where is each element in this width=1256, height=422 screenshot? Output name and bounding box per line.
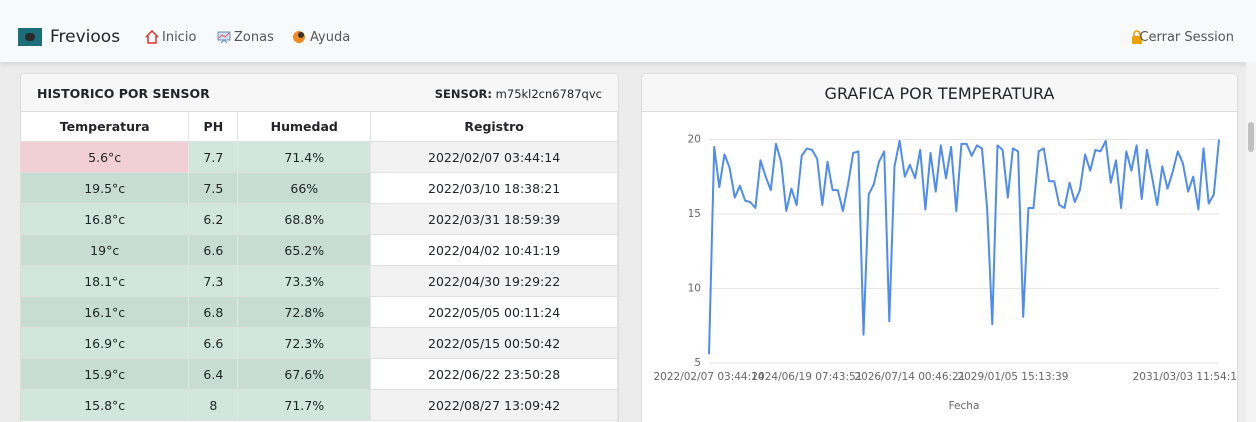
table-cell: 6.2 bbox=[188, 203, 239, 235]
logout-link[interactable]: Cerrar Session bbox=[1139, 30, 1234, 45]
table-cell: 15.8°c bbox=[21, 389, 190, 421]
x-tick-label: 2031/03/03 11:54:15 bbox=[1133, 371, 1238, 383]
header-row: Temperatura PH Humedad Registro bbox=[21, 112, 618, 142]
x-tick-label: 2024/06/19 07:43:51 bbox=[751, 371, 862, 383]
data-line bbox=[708, 139, 1220, 355]
table-cell: 2022/04/02 10:41:19 bbox=[370, 234, 618, 266]
x-tick-label: 2022/02/07 03:44:14 bbox=[653, 371, 764, 383]
table-cell: 2022/05/05 00:11:24 bbox=[370, 296, 618, 328]
table-cell: 2022/05/15 00:50:42 bbox=[370, 327, 618, 359]
column-header: Temperatura bbox=[21, 112, 190, 142]
table-cell: 73.3% bbox=[237, 265, 372, 297]
table-cell: 2022/03/31 18:59:39 bbox=[370, 203, 618, 235]
table-cell: 71.7% bbox=[237, 389, 372, 421]
card-header: HISTORICO POR SENSOR SENSOR: m75kl2cn678… bbox=[21, 74, 618, 112]
table-cell: 18.1°c bbox=[21, 265, 190, 297]
table-cell: 2022/08/27 13:09:42 bbox=[370, 389, 618, 421]
y-tick-label: 15 bbox=[688, 208, 701, 220]
brand[interactable]: Frevioos bbox=[50, 27, 121, 47]
sensor-id: m75kl2cn6787qvc bbox=[495, 87, 602, 101]
table-cell: 67.6% bbox=[237, 358, 372, 390]
lock-icon bbox=[1132, 30, 1142, 44]
nav-link[interactable]: Inicio bbox=[162, 30, 197, 45]
x-tick-label: 2026/07/14 00:46:21 bbox=[854, 371, 965, 383]
table-row: 19.5°c 7.5 66% 2022/03/10 18:38:21 bbox=[21, 172, 618, 204]
x-axis-label: Fecha bbox=[949, 400, 980, 412]
table-cell: 2022/04/30 19:29:22 bbox=[370, 265, 618, 297]
table-cell: 6.6 bbox=[188, 327, 239, 359]
scrollbar[interactable] bbox=[1246, 62, 1256, 422]
table-row: 16.1°c 6.8 72.8% 2022/05/05 00:11:24 bbox=[21, 296, 618, 328]
history-card: HISTORICO POR SENSOR SENSOR: m75kl2cn678… bbox=[20, 73, 619, 422]
table-row: 18.1°c 7.3 73.3% 2022/04/30 19:29:22 bbox=[21, 265, 618, 297]
table-cell: 7.7 bbox=[188, 141, 239, 173]
table-cell: 68.8% bbox=[237, 203, 372, 235]
table-cell: 6.4 bbox=[188, 358, 239, 390]
table-cell: 7.5 bbox=[188, 172, 239, 204]
table-cell: 2022/03/10 18:38:21 bbox=[370, 172, 618, 204]
y-tick-label: 10 bbox=[688, 282, 701, 294]
table-row: 16.8°c 6.2 68.8% 2022/03/31 18:59:39 bbox=[21, 203, 618, 235]
table-row: 16.9°c 6.6 72.3% 2022/05/15 00:50:42 bbox=[21, 327, 618, 359]
table-cell: 72.3% bbox=[237, 327, 372, 359]
chart-card: GRAFICA POR TEMPERATURA 5 10 15 20 2022/02/0… bbox=[641, 73, 1238, 422]
table-cell: 72.8% bbox=[237, 296, 372, 328]
table-cell: 7.3 bbox=[188, 265, 239, 297]
home-icon bbox=[145, 30, 159, 44]
column-header: Humedad bbox=[237, 112, 372, 142]
column-header: Registro bbox=[370, 112, 618, 142]
chart-title: GRAFICA POR TEMPERATURA bbox=[824, 84, 1055, 103]
table-cell: 19°c bbox=[21, 234, 190, 266]
table-cell: 15.9°c bbox=[21, 358, 190, 390]
table-cell: 6.6 bbox=[188, 234, 239, 266]
y-tick-label: 5 bbox=[694, 357, 701, 369]
table-cell: 2022/02/07 03:44:14 bbox=[370, 141, 618, 173]
navbar: Frevioos Inicio Zonas Ayuda Cerrar Sessi… bbox=[0, 0, 1256, 63]
table-row: 15.9°c 6.4 67.6% 2022/06/22 23:50:28 bbox=[21, 358, 618, 390]
y-tick-label: 20 bbox=[688, 133, 701, 145]
table-cell: 16.9°c bbox=[21, 327, 190, 359]
nav-link[interactable]: Zonas bbox=[234, 30, 274, 45]
sensor-info: SENSOR: m75kl2cn6787qvc bbox=[435, 87, 602, 101]
x-tick-label: 2029/01/05 15:13:39 bbox=[957, 371, 1068, 383]
card-title: HISTORICO POR SENSOR bbox=[37, 86, 210, 101]
scroll-thumb[interactable] bbox=[1248, 122, 1254, 152]
table-row: 19°c 6.6 65.2% 2022/04/02 10:41:19 bbox=[21, 234, 618, 266]
history-table: Temperatura PH Humedad Registro 5.6°c 7.7 71.… bbox=[21, 112, 618, 421]
table-row: 15.8°c 8 71.7% 2022/08/27 13:09:42 bbox=[21, 389, 618, 421]
table-cell: 2022/06/22 23:50:28 bbox=[370, 358, 618, 390]
table-cell: 6.8 bbox=[188, 296, 239, 328]
table-cell: 8 bbox=[188, 389, 239, 421]
table-cell: 65.2% bbox=[237, 234, 372, 266]
column-header: PH bbox=[188, 112, 239, 142]
nav-link[interactable]: Ayuda bbox=[310, 30, 351, 45]
sensor-label: SENSOR: bbox=[434, 87, 493, 101]
table-cell: 16.1°c bbox=[21, 296, 190, 328]
table-cell: 71.4% bbox=[237, 141, 372, 173]
help-icon bbox=[293, 31, 305, 43]
card-header: GRAFICA POR TEMPERATURA bbox=[642, 74, 1237, 112]
table-body: 5.6°c 7.7 71.4% 2022/02/07 03:44:14 19.5°c 7.… bbox=[21, 141, 618, 421]
table-cell: 5.6°c bbox=[21, 141, 190, 173]
zones-icon bbox=[217, 31, 231, 44]
table-row: 5.6°c 7.7 71.4% 2022/02/07 03:44:14 bbox=[21, 141, 618, 173]
table-cell: 19.5°c bbox=[21, 172, 190, 204]
table-cell: 66% bbox=[237, 172, 372, 204]
logo[interactable] bbox=[18, 28, 42, 46]
table-cell: 16.8°c bbox=[21, 203, 190, 235]
